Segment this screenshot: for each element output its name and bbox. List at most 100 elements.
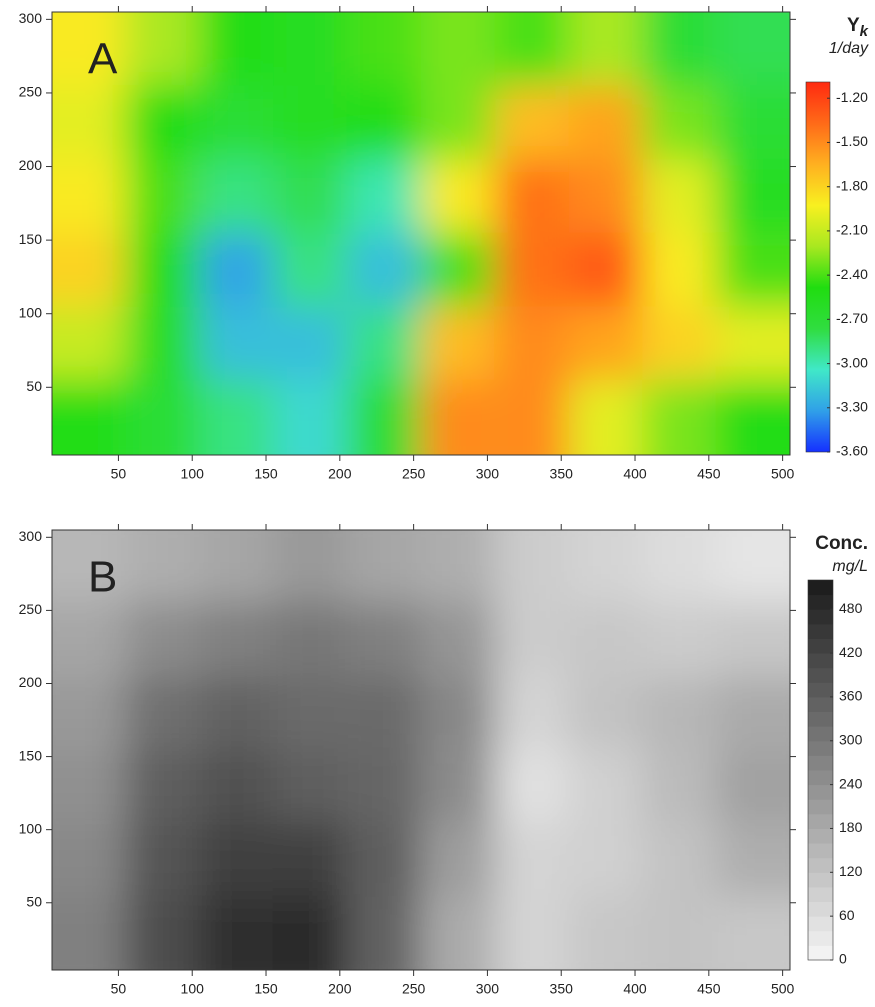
- heat-cell: [347, 530, 421, 604]
- heat-cell: [347, 85, 421, 160]
- heat-cell: [273, 603, 348, 677]
- colorbar-unit: 1/day: [829, 40, 869, 57]
- heat-cell: [716, 379, 790, 455]
- heat-cell: [421, 895, 495, 970]
- plot-frame: [51, 529, 791, 971]
- heat-cell: [347, 603, 421, 677]
- colorbar-title: Yk: [847, 15, 869, 40]
- x-tick-label: 100: [181, 466, 205, 482]
- heat-cell: [421, 159, 495, 233]
- colorbar-title-sub: k: [860, 23, 869, 40]
- heat-cell: [494, 12, 569, 86]
- y-tick-label: 250: [19, 84, 43, 100]
- heat-cell: [52, 85, 126, 160]
- x-tick-label: 350: [550, 466, 574, 482]
- heat-cell: [347, 749, 421, 823]
- heat-cell: [716, 306, 790, 380]
- heat-cell: [199, 749, 274, 823]
- heat-cell: [125, 379, 200, 455]
- colorbar-tick-label: 0: [839, 951, 847, 967]
- heat-cell: [125, 822, 200, 896]
- y-tick-label: 100: [19, 304, 43, 320]
- heat-cell: [52, 676, 126, 750]
- heat-cell: [494, 895, 569, 970]
- heat-cell: [347, 12, 421, 86]
- heat-cell: [125, 676, 200, 750]
- heat-cell: [494, 603, 569, 677]
- colorbar: [805, 81, 831, 453]
- heat-cell: [125, 159, 200, 233]
- x-tick-label: 400: [623, 981, 647, 997]
- heat-cell: [716, 12, 790, 86]
- heat-cell: [421, 379, 495, 455]
- heat-cell: [273, 530, 348, 604]
- heat-cell: [52, 306, 126, 380]
- colorbar-unit: mg/L: [832, 558, 868, 575]
- heatmap-area: [52, 12, 790, 455]
- cells: [52, 12, 790, 455]
- x-tick-label: 200: [328, 466, 352, 482]
- colorbar-tick-label: -1.20: [836, 89, 868, 105]
- colorbar-tick-label: -3.00: [836, 354, 868, 370]
- colorbar-title: Conc.: [815, 533, 868, 554]
- heat-cell: [568, 676, 643, 750]
- y-tick-label: 150: [19, 747, 43, 763]
- colorbar-tick-label: -1.50: [836, 133, 868, 149]
- heat-cell: [642, 676, 717, 750]
- heat-cell: [273, 895, 348, 970]
- heat-cell: [347, 676, 421, 750]
- heat-cell: [494, 749, 569, 823]
- heat-cell: [642, 159, 717, 233]
- heat-cell: [421, 603, 495, 677]
- x-tick-label: 300: [476, 466, 500, 482]
- heat-cell: [52, 232, 126, 307]
- panel-label: A: [88, 35, 118, 84]
- heat-cell: [494, 85, 569, 160]
- heat-cell: [125, 12, 200, 86]
- heat-cell: [125, 749, 200, 823]
- x-tick-label: 400: [623, 466, 647, 482]
- colorbar-frame: [807, 579, 834, 961]
- y-tick-label: 50: [26, 893, 42, 909]
- heat-cell: [494, 306, 569, 380]
- heat-cell: [273, 749, 348, 823]
- y-tick-label: 300: [19, 528, 43, 544]
- x-tick-label: 350: [550, 981, 574, 997]
- heat-cell: [642, 12, 717, 86]
- heat-cell: [716, 85, 790, 160]
- heat-cell: [568, 603, 643, 677]
- heat-cell: [716, 603, 790, 677]
- x-tick-label: 450: [697, 466, 721, 482]
- colorbar-tick-label: 60: [839, 907, 855, 923]
- colorbar-frame: [805, 81, 831, 453]
- x-tick-label: 250: [402, 466, 426, 482]
- x-tick-label: 50: [111, 466, 127, 482]
- colorbar-tick-label: -3.60: [836, 443, 868, 459]
- heat-cell: [716, 159, 790, 233]
- heat-cell: [199, 603, 274, 677]
- colorbar-title-main: Y: [847, 15, 860, 36]
- heat-cell: [347, 822, 421, 896]
- colorbar-tick-label: 240: [839, 775, 863, 791]
- heat-cell: [199, 676, 274, 750]
- heat-cell: [52, 379, 126, 455]
- heat-cell: [568, 232, 643, 307]
- heat-cell: [125, 895, 200, 970]
- x-tick-label: 200: [328, 981, 352, 997]
- heat-cell: [568, 159, 643, 233]
- y-tick-label: 200: [19, 674, 43, 690]
- heat-cell: [568, 822, 643, 896]
- plot-frame: [51, 11, 791, 456]
- heat-cell: [125, 232, 200, 307]
- heat-cell: [52, 822, 126, 896]
- heat-cell: [494, 232, 569, 307]
- heat-cell: [642, 530, 717, 604]
- heat-cell: [52, 12, 126, 86]
- heat-cell: [642, 749, 717, 823]
- heat-cell: [125, 306, 200, 380]
- heat-cell: [494, 822, 569, 896]
- colorbar-tick-label: -2.70: [836, 310, 868, 326]
- y-tick-label: 100: [19, 820, 43, 836]
- y-tick-label: 150: [19, 231, 43, 247]
- heat-cell: [568, 379, 643, 455]
